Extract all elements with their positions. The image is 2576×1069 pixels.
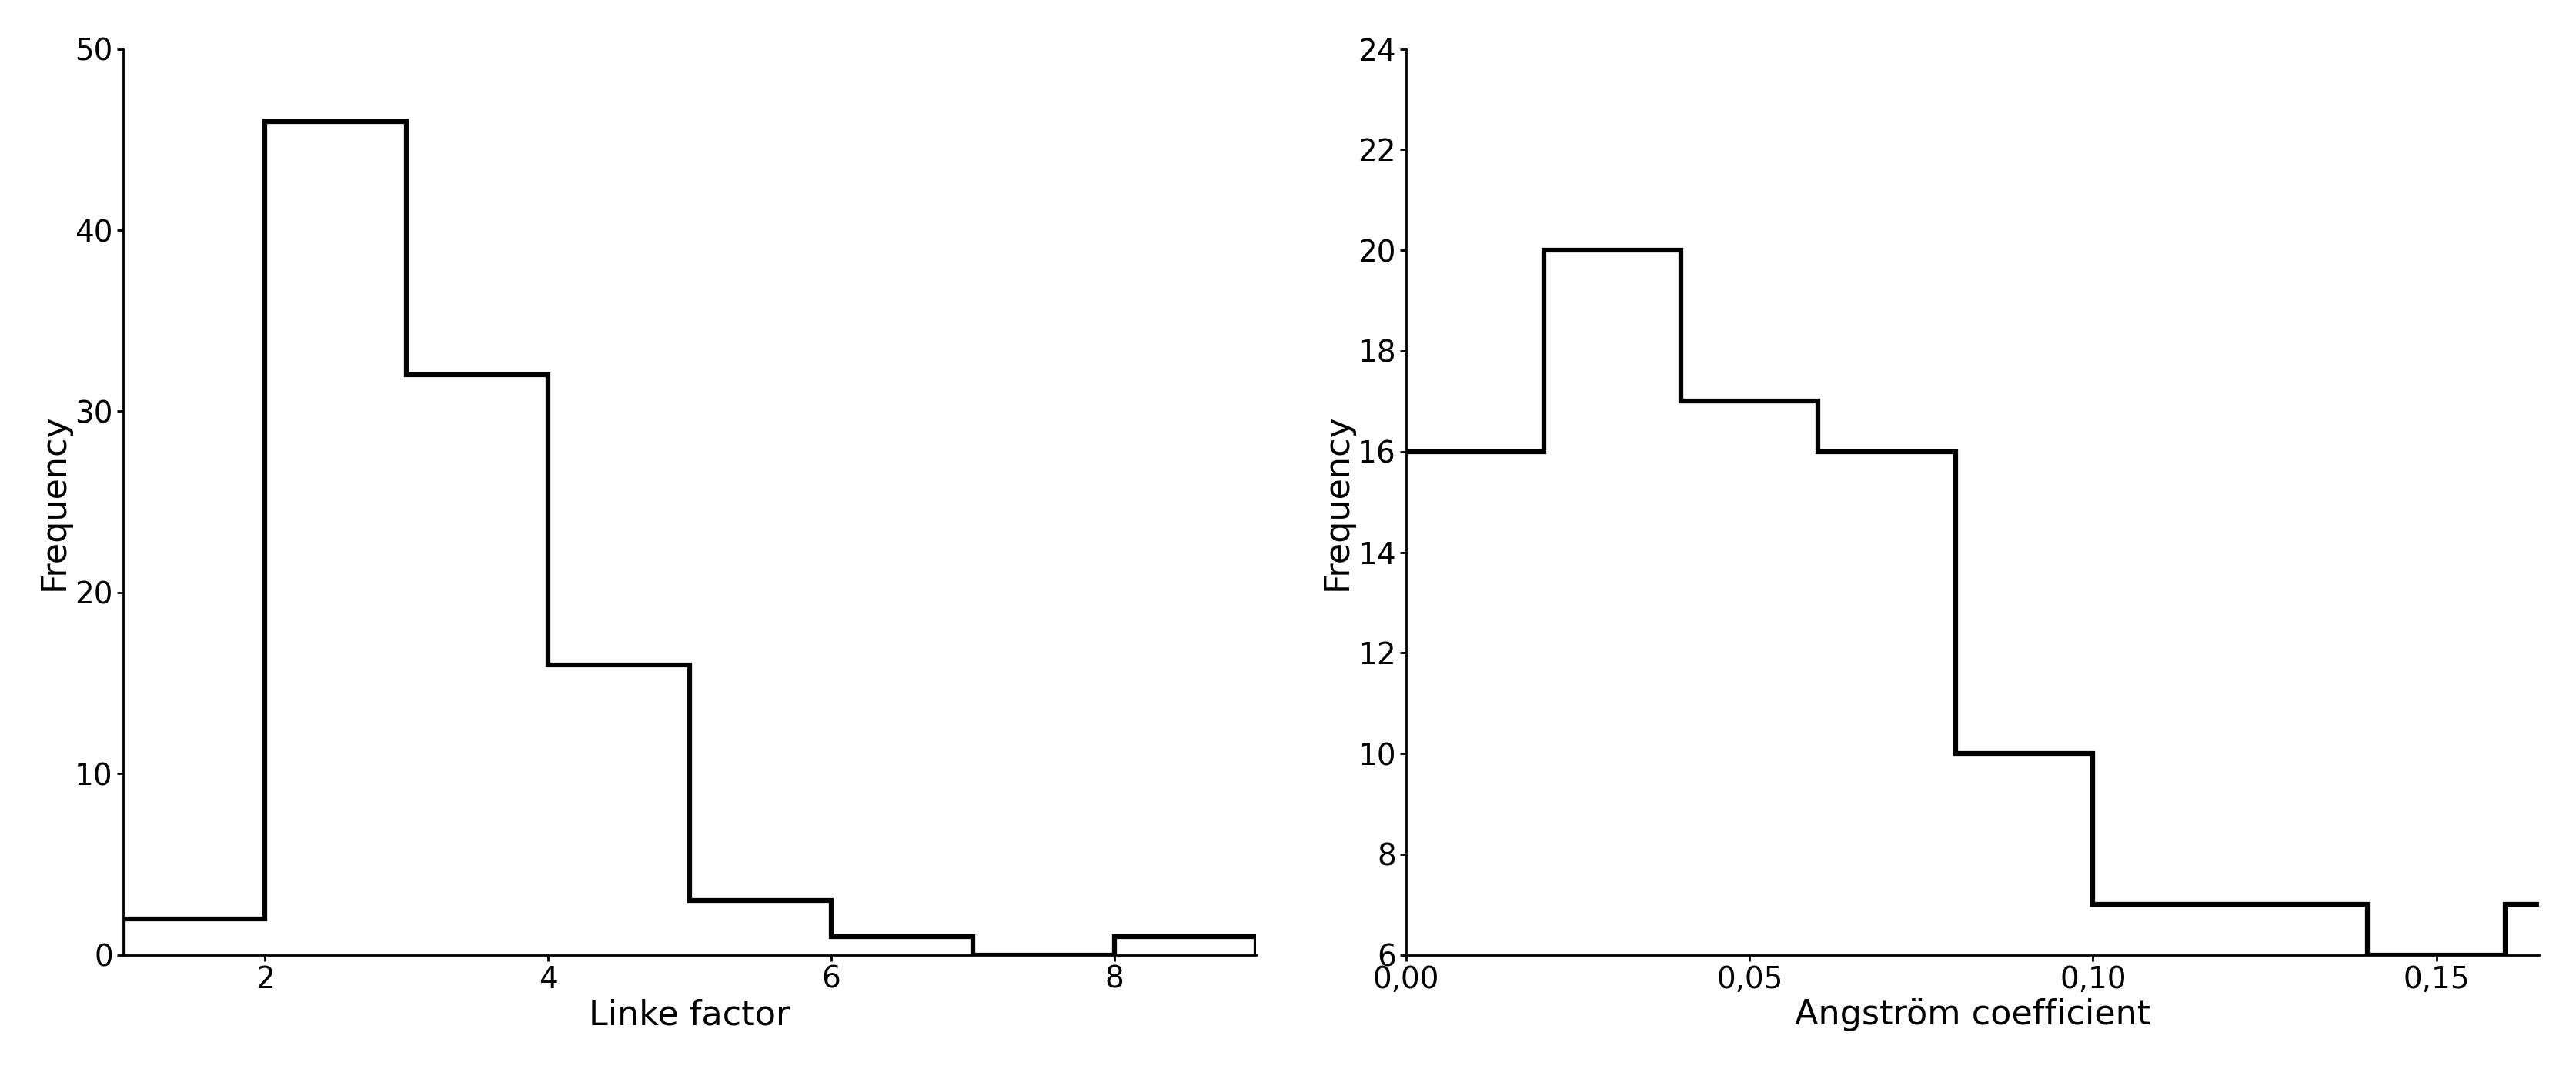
X-axis label: Linke factor: Linke factor bbox=[590, 998, 791, 1032]
X-axis label: Angström coefficient: Angström coefficient bbox=[1795, 998, 2151, 1032]
Y-axis label: Frequency: Frequency bbox=[39, 414, 70, 590]
Y-axis label: Frequency: Frequency bbox=[1319, 414, 1352, 590]
